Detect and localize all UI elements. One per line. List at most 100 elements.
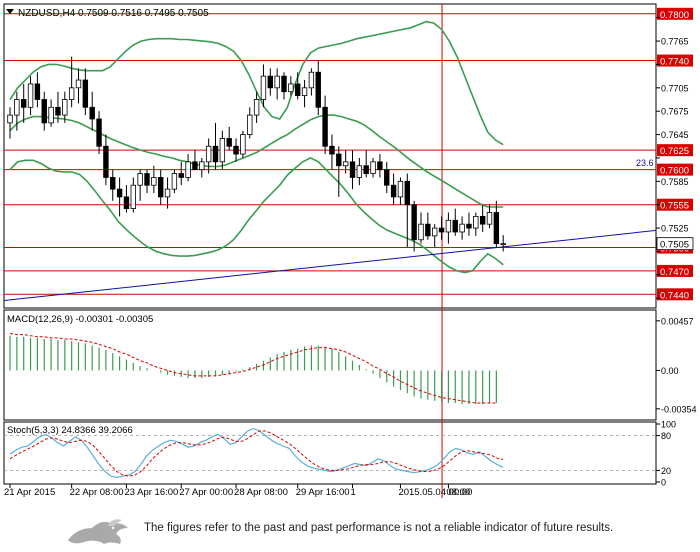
stoch-tick-label: 20	[661, 466, 671, 476]
price-tick-label: 0.7585	[661, 177, 689, 187]
candle-body[interactable]	[151, 177, 157, 186]
candle-body[interactable]	[274, 75, 280, 89]
candle-body[interactable]	[185, 161, 191, 178]
candle-body[interactable]	[493, 212, 500, 245]
candle-body[interactable]	[377, 161, 383, 171]
candle-body[interactable]	[301, 87, 308, 97]
candle-body[interactable]	[110, 177, 116, 190]
trendline	[3, 229, 657, 302]
candle-body[interactable]	[288, 83, 294, 93]
candle-body[interactable]	[116, 188, 123, 198]
macd-tick-label: 0.00	[661, 366, 679, 376]
candle-body[interactable]	[438, 227, 445, 233]
candle-body[interactable]	[479, 215, 486, 225]
main-price-panel[interactable]	[3, 3, 657, 309]
candle-body[interactable]	[445, 219, 452, 233]
candle-body[interactable]	[27, 83, 34, 108]
level-label: 0.7600	[660, 166, 689, 177]
level-label: 0.7740	[660, 57, 689, 68]
candle-body[interactable]	[89, 106, 95, 120]
stoch-panel[interactable]	[3, 421, 657, 485]
candle-body[interactable]	[233, 145, 239, 155]
candle-body[interactable]	[473, 215, 479, 229]
candle-body[interactable]	[164, 188, 171, 198]
level-label-bg	[657, 264, 693, 277]
price-tick-label: 0.7645	[661, 130, 689, 140]
candle-body[interactable]	[404, 180, 410, 206]
candle-body[interactable]	[281, 75, 287, 93]
candle-body[interactable]	[384, 169, 390, 186]
time-tick-label: 08:00	[446, 487, 470, 498]
current-price-label: 0.7505	[660, 240, 689, 251]
candle-body[interactable]	[48, 106, 54, 124]
candle-body[interactable]	[96, 118, 102, 147]
macd-tick-label: 0.00457	[661, 316, 694, 326]
candle-body[interactable]	[418, 223, 424, 241]
candle-body[interactable]	[267, 75, 273, 89]
macd-tick-label: -0.00354	[661, 404, 697, 414]
candle-body[interactable]	[41, 99, 47, 124]
candle-body[interactable]	[137, 173, 143, 186]
time-tick-label: 22 Apr 08:00	[70, 487, 124, 498]
candle-body[interactable]	[466, 223, 472, 229]
time-tick-label: 2015.05.04 00:00	[398, 487, 472, 498]
candle-body[interactable]	[219, 138, 226, 163]
candle-body[interactable]	[55, 106, 61, 116]
candle-body[interactable]	[178, 173, 184, 178]
candle-body[interactable]	[308, 71, 315, 89]
candle-body[interactable]	[199, 161, 205, 171]
candle-body[interactable]	[370, 161, 376, 174]
candle-body[interactable]	[7, 114, 13, 124]
candle-body[interactable]	[253, 99, 260, 116]
candle-body[interactable]	[425, 223, 431, 237]
candle-body[interactable]	[62, 99, 68, 116]
candle-body[interactable]	[349, 161, 356, 178]
candle-body[interactable]	[34, 83, 41, 100]
candle-body[interactable]	[459, 223, 465, 233]
candle-body[interactable]	[329, 145, 335, 155]
candle-body[interactable]	[486, 212, 493, 225]
candle-body[interactable]	[411, 204, 417, 241]
level-label: 0.7625	[660, 146, 689, 157]
price-tick-label: 0.7525	[661, 224, 689, 234]
candle-body[interactable]	[452, 219, 458, 233]
candle-body[interactable]	[14, 99, 20, 116]
level-label-bg	[657, 163, 693, 176]
candle-body[interactable]	[342, 161, 349, 167]
candle-body[interactable]	[130, 184, 136, 209]
candle-body[interactable]	[103, 145, 109, 178]
candle-body[interactable]	[75, 79, 82, 89]
bollinger-lower-line	[9, 157, 504, 274]
candle-body[interactable]	[240, 134, 246, 155]
candle-body[interactable]	[171, 173, 178, 190]
candle-body[interactable]	[205, 145, 212, 163]
candle-body[interactable]	[500, 243, 506, 246]
candle-body[interactable]	[260, 75, 267, 100]
candle-body[interactable]	[294, 83, 301, 97]
candle-body[interactable]	[397, 180, 404, 198]
candle-body[interactable]	[363, 165, 369, 174]
macd-panel[interactable]	[3, 309, 657, 421]
chart-area[interactable]: 0.78000.77400.76250.76000.75550.75000.74…	[0, 0, 700, 508]
candle-body[interactable]	[123, 196, 130, 209]
candle-body[interactable]	[336, 153, 342, 167]
candle-body[interactable]	[82, 79, 89, 108]
candle-body[interactable]	[356, 165, 363, 178]
candle-body[interactable]	[212, 145, 219, 163]
candle-body[interactable]	[192, 161, 198, 171]
time-tick-label: 23 Apr 16:00	[124, 487, 178, 498]
candle-body[interactable]	[144, 173, 150, 186]
candle-body[interactable]	[20, 99, 27, 108]
dropdown-triangle-icon[interactable]	[6, 9, 14, 14]
candle-body[interactable]	[315, 71, 321, 108]
candle-body[interactable]	[322, 106, 328, 147]
candle-body[interactable]	[157, 177, 164, 198]
time-tick-label: 27 Apr 00:00	[179, 487, 233, 498]
candle-body[interactable]	[68, 87, 75, 100]
candle-body[interactable]	[247, 114, 253, 135]
candle-body[interactable]	[390, 184, 397, 198]
level-label: 0.7470	[660, 267, 689, 278]
candle-body[interactable]	[431, 227, 438, 237]
current-price-bg	[656, 237, 694, 251]
candle-body[interactable]	[226, 138, 232, 147]
